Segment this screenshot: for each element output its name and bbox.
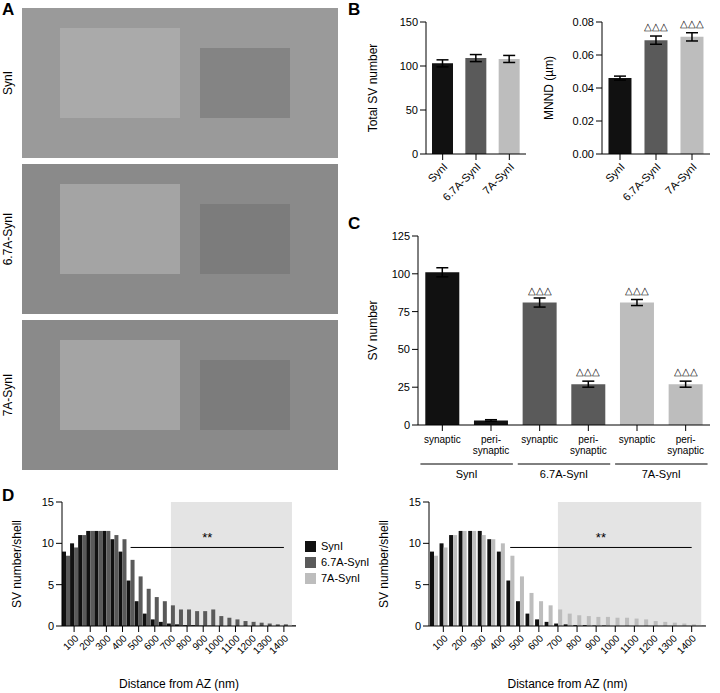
svg-text:1100: 1100 bbox=[218, 632, 242, 656]
svg-text:△△△: △△△ bbox=[644, 21, 668, 32]
svg-text:200: 200 bbox=[77, 632, 97, 653]
html-text:A: A bbox=[2, 0, 15, 19]
svg-text:0.02: 0.02 bbox=[573, 115, 594, 127]
svg-text:0: 0 bbox=[48, 620, 54, 632]
svg-text:△△△: △△△ bbox=[680, 18, 704, 29]
svg-text:synaptic: synaptic bbox=[619, 434, 656, 445]
svg-text:100: 100 bbox=[400, 60, 418, 72]
svg-text:SV number/shell: SV number/shell bbox=[377, 520, 391, 608]
svg-text:7A-SynI: 7A-SynI bbox=[480, 160, 516, 196]
svg-text:6.7A-SynI: 6.7A-SynI bbox=[440, 160, 483, 203]
svg-text:500: 500 bbox=[125, 632, 146, 653]
svg-text:1000: 1000 bbox=[202, 632, 226, 657]
svg-text:0.00: 0.00 bbox=[573, 148, 594, 160]
svg-text:△△△: △△△ bbox=[576, 366, 600, 377]
svg-text:100: 100 bbox=[430, 632, 450, 652]
svg-text:300: 300 bbox=[93, 632, 113, 653]
svg-text:peri-synaptic: peri-synaptic bbox=[570, 434, 607, 456]
svg-text:5: 5 bbox=[415, 579, 421, 591]
svg-text:0.08: 0.08 bbox=[573, 16, 594, 28]
svg-text:10: 10 bbox=[409, 537, 421, 549]
svg-text:SynI: SynI bbox=[603, 160, 627, 184]
svg-text:SynI: SynI bbox=[456, 468, 478, 480]
svg-text:7A-SynI: 7A-SynI bbox=[663, 160, 699, 196]
svg-text:900: 900 bbox=[190, 632, 210, 653]
svg-text:600: 600 bbox=[526, 632, 546, 652]
svg-text:50: 50 bbox=[398, 343, 410, 355]
svg-text:400: 400 bbox=[109, 632, 129, 653]
svg-text:peri-synaptic: peri-synaptic bbox=[473, 434, 510, 456]
svg-text:700: 700 bbox=[545, 632, 565, 652]
svg-text:SV number/shell: SV number/shell bbox=[10, 520, 24, 608]
svg-text:synaptic: synaptic bbox=[424, 434, 461, 445]
svg-text:10: 10 bbox=[42, 537, 54, 549]
svg-text:300: 300 bbox=[468, 632, 488, 652]
svg-text:0.06: 0.06 bbox=[573, 49, 594, 61]
svg-text:synaptic: synaptic bbox=[521, 434, 558, 445]
svg-text:800: 800 bbox=[564, 632, 584, 652]
svg-text:900: 900 bbox=[583, 632, 603, 653]
svg-text:**: ** bbox=[202, 530, 212, 545]
svg-text:5: 5 bbox=[48, 579, 54, 591]
svg-text:6.7A-SynI: 6.7A-SynI bbox=[1, 213, 15, 266]
svg-text:100: 100 bbox=[392, 268, 410, 280]
svg-text:△△△: △△△ bbox=[625, 285, 649, 296]
svg-text:400: 400 bbox=[487, 632, 507, 652]
svg-text:SV number: SV number bbox=[366, 300, 380, 360]
svg-text:1200: 1200 bbox=[234, 632, 259, 657]
svg-text:△△△: △△△ bbox=[528, 285, 552, 296]
html-text:B: B bbox=[348, 0, 361, 19]
svg-text:**: ** bbox=[596, 530, 606, 545]
svg-text:15: 15 bbox=[409, 496, 421, 508]
svg-text:0: 0 bbox=[415, 620, 421, 632]
svg-text:800: 800 bbox=[173, 632, 194, 653]
svg-text:0: 0 bbox=[412, 148, 418, 160]
svg-text:SynI: SynI bbox=[426, 160, 450, 184]
svg-text:600: 600 bbox=[141, 632, 162, 653]
svg-text:6.7A-SynI: 6.7A-SynI bbox=[620, 160, 663, 203]
html-text:7A-SynI: 7A-SynI bbox=[321, 572, 361, 584]
svg-text:1100: 1100 bbox=[618, 632, 641, 655]
svg-text:0: 0 bbox=[404, 419, 410, 431]
html-text:SynI: SynI bbox=[321, 540, 343, 552]
svg-text:150: 150 bbox=[400, 16, 418, 28]
svg-text:Total SV number: Total SV number bbox=[366, 44, 380, 133]
svg-text:SynI: SynI bbox=[1, 71, 15, 95]
svg-text:peri-synaptic: peri-synaptic bbox=[667, 434, 704, 456]
svg-text:500: 500 bbox=[507, 632, 527, 652]
svg-text:1400: 1400 bbox=[267, 632, 291, 656]
svg-text:1200: 1200 bbox=[636, 632, 660, 656]
svg-text:0.04: 0.04 bbox=[573, 82, 594, 94]
svg-text:1300: 1300 bbox=[250, 632, 275, 657]
svg-text:1300: 1300 bbox=[655, 632, 679, 656]
svg-text:15: 15 bbox=[42, 496, 54, 508]
svg-text:125: 125 bbox=[392, 230, 410, 242]
svg-text:200: 200 bbox=[449, 632, 469, 652]
svg-text:700: 700 bbox=[157, 632, 178, 653]
svg-text:100: 100 bbox=[61, 632, 81, 653]
svg-text:△△△: △△△ bbox=[674, 366, 698, 377]
svg-text:Distance from AZ (nm): Distance from AZ (nm) bbox=[119, 677, 239, 691]
html-text:6.7A-SynI: 6.7A-SynI bbox=[321, 556, 370, 568]
html-text:C: C bbox=[348, 214, 361, 233]
svg-text:1400: 1400 bbox=[675, 632, 699, 656]
svg-text:75: 75 bbox=[398, 306, 410, 318]
svg-text:MNND (µm): MNND (µm) bbox=[542, 56, 556, 120]
svg-text:Distance from AZ (nm): Distance from AZ (nm) bbox=[507, 677, 627, 691]
svg-text:50: 50 bbox=[406, 104, 418, 116]
svg-text:25: 25 bbox=[398, 381, 410, 393]
svg-text:7A-SynI: 7A-SynI bbox=[1, 374, 15, 417]
html-text:D: D bbox=[2, 486, 15, 505]
svg-text:1000: 1000 bbox=[598, 632, 622, 656]
svg-text:6.7A-SynI: 6.7A-SynI bbox=[540, 468, 588, 480]
svg-text:7A-SynI: 7A-SynI bbox=[642, 468, 681, 480]
